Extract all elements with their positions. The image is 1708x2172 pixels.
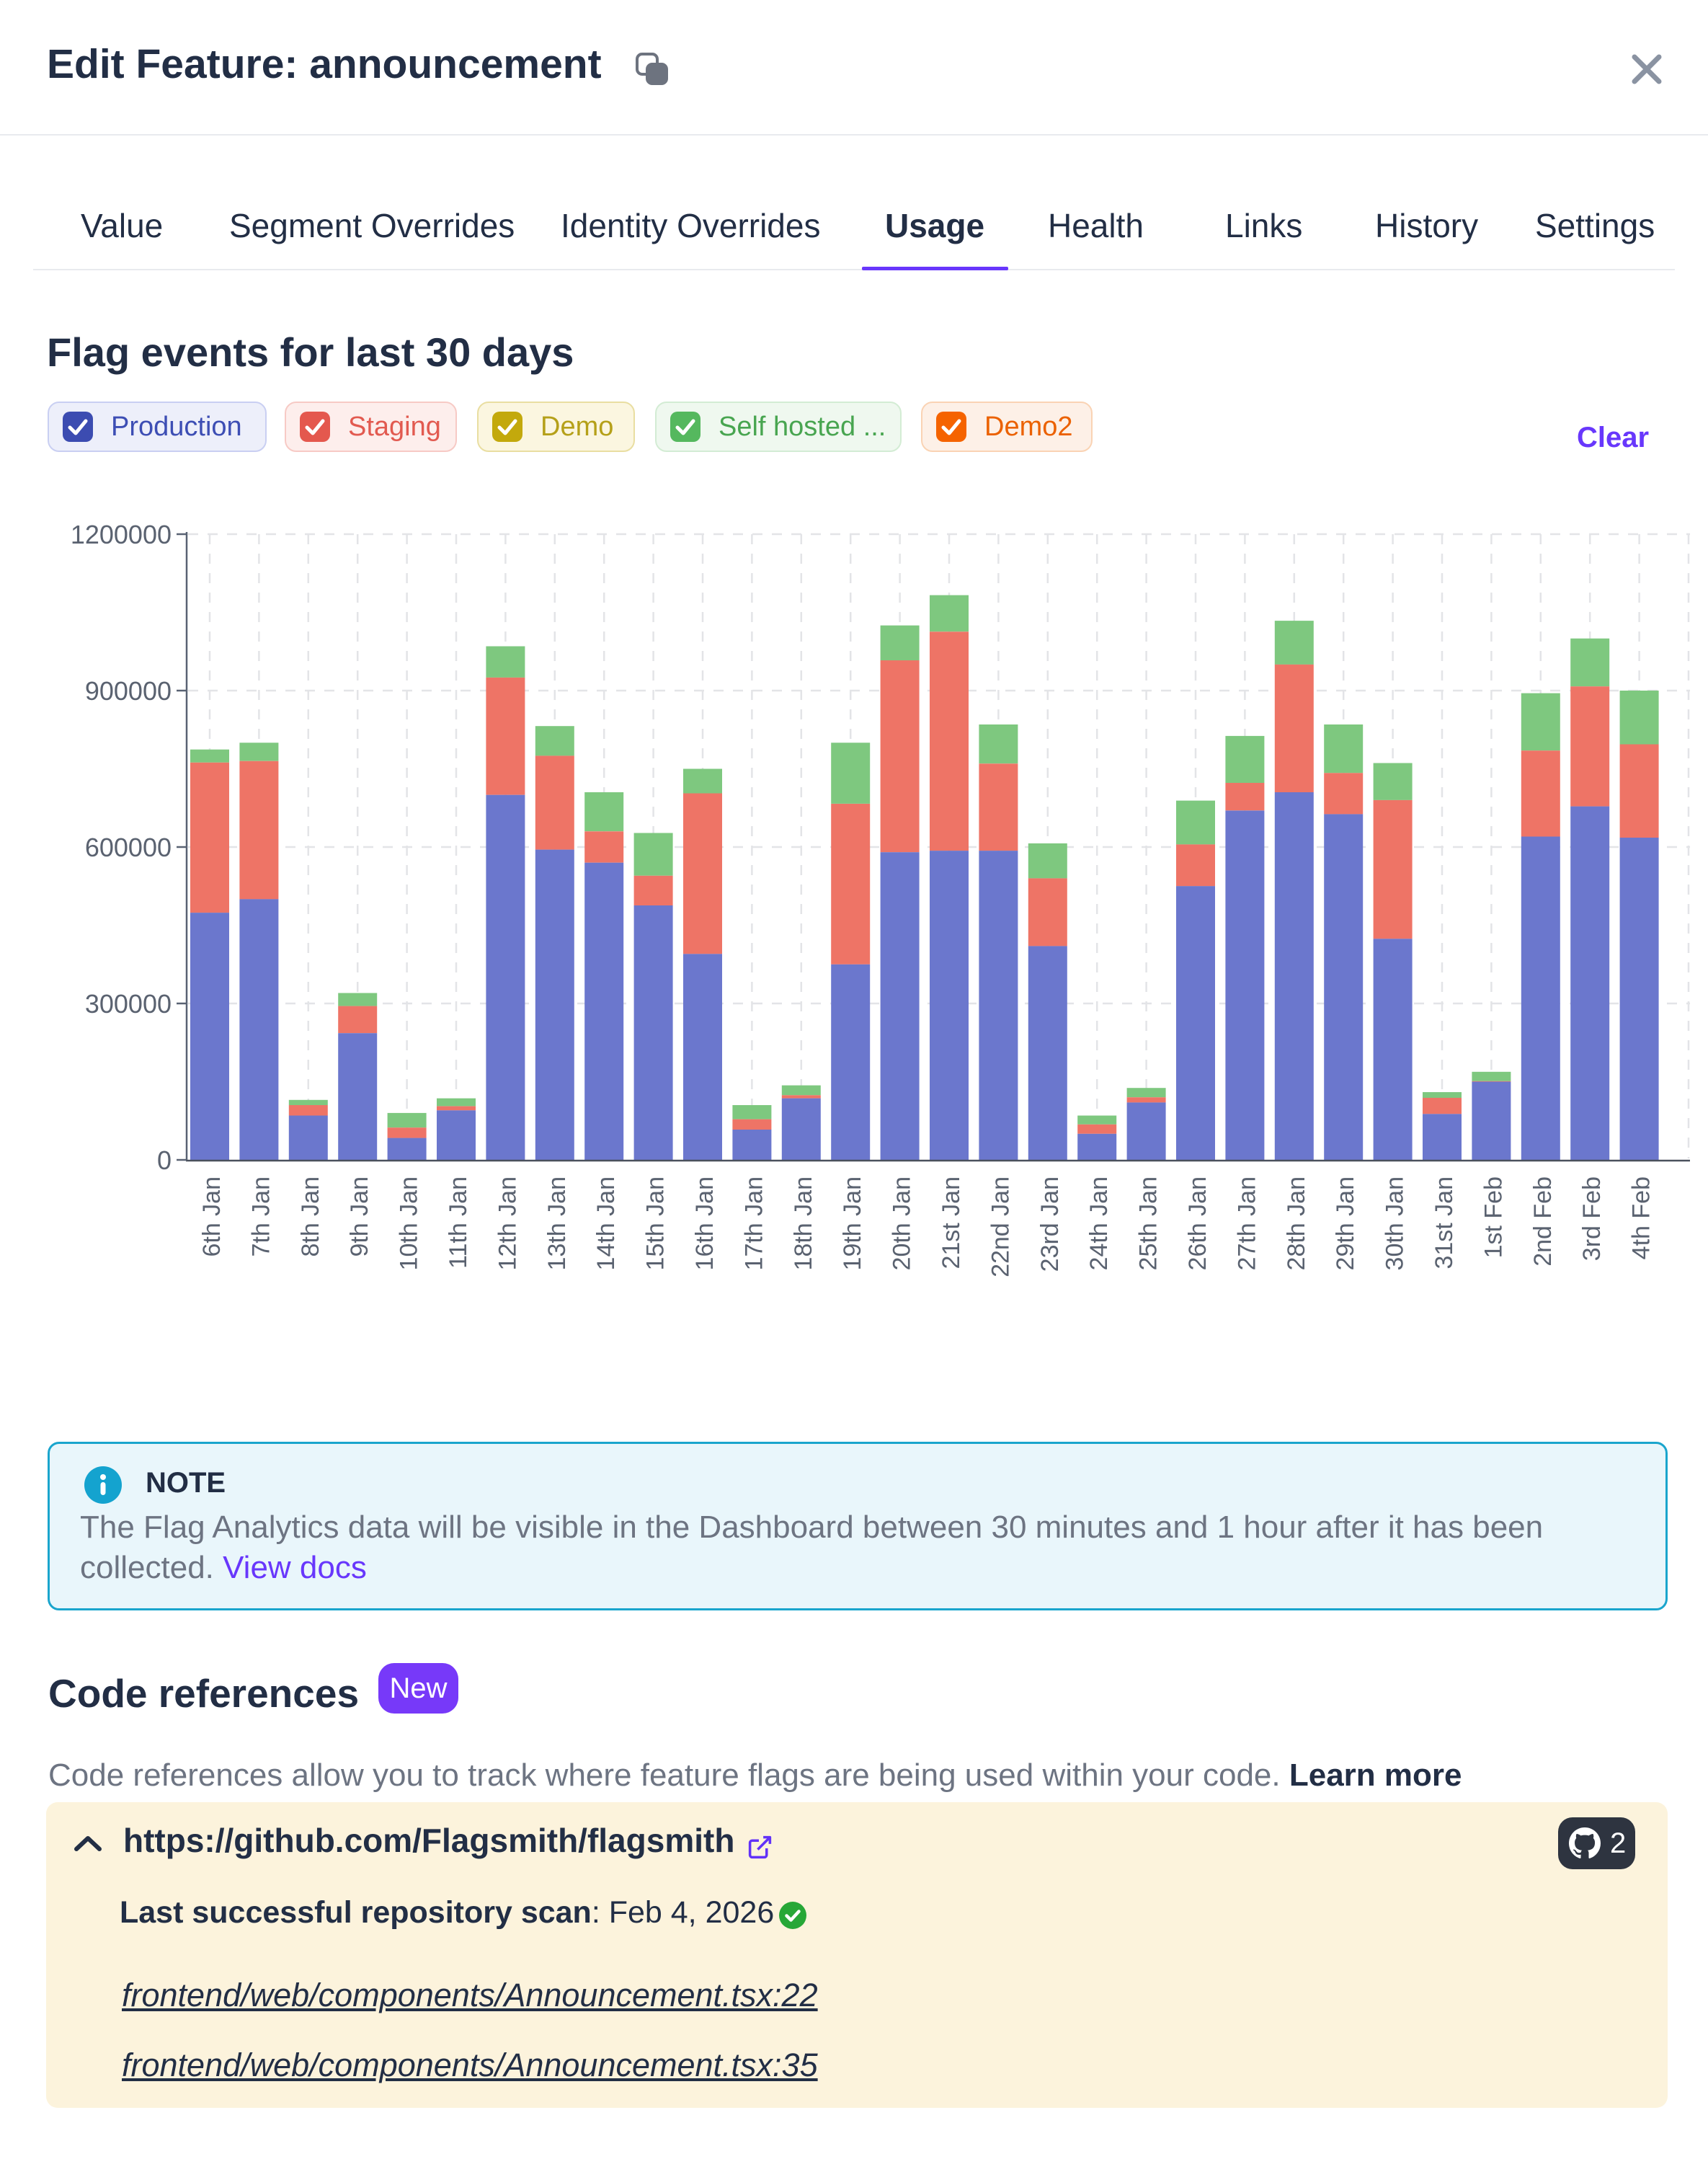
svg-text:6th Jan: 6th Jan [198,1176,226,1257]
svg-text:18th Jan: 18th Jan [790,1176,817,1270]
svg-text:900000: 900000 [85,676,172,706]
svg-text:16th Jan: 16th Jan [691,1176,719,1270]
svg-text:25th Jan: 25th Jan [1135,1176,1162,1270]
svg-text:13th Jan: 13th Jan [543,1176,571,1270]
svg-text:29th Jan: 29th Jan [1332,1176,1359,1270]
svg-text:600000: 600000 [85,833,172,862]
svg-text:19th Jan: 19th Jan [839,1176,866,1270]
svg-text:8th Jan: 8th Jan [297,1176,324,1257]
svg-text:2nd Feb: 2nd Feb [1529,1176,1557,1267]
svg-text:300000: 300000 [85,989,172,1019]
svg-text:12th Jan: 12th Jan [494,1176,521,1270]
svg-text:7th Jan: 7th Jan [247,1176,275,1257]
svg-text:31st Jan: 31st Jan [1431,1176,1458,1269]
svg-text:23rd Jan: 23rd Jan [1036,1176,1064,1272]
svg-text:28th Jan: 28th Jan [1283,1176,1310,1270]
svg-text:27th Jan: 27th Jan [1233,1176,1260,1270]
svg-text:10th Jan: 10th Jan [396,1176,423,1270]
svg-text:15th Jan: 15th Jan [642,1176,670,1270]
svg-text:1200000: 1200000 [71,520,172,549]
svg-text:11th Jan: 11th Jan [445,1176,472,1269]
svg-text:24th Jan: 24th Jan [1085,1176,1113,1270]
svg-text:26th Jan: 26th Jan [1184,1176,1211,1270]
svg-text:30th Jan: 30th Jan [1382,1176,1409,1270]
svg-text:22nd Jan: 22nd Jan [987,1176,1014,1277]
svg-text:20th Jan: 20th Jan [889,1176,916,1270]
svg-text:17th Jan: 17th Jan [740,1176,768,1270]
svg-text:1st Feb: 1st Feb [1480,1176,1507,1258]
svg-text:14th Jan: 14th Jan [592,1176,620,1270]
svg-text:4th Feb: 4th Feb [1628,1176,1655,1259]
svg-text:21st Jan: 21st Jan [938,1176,965,1269]
svg-text:3rd Feb: 3rd Feb [1578,1176,1606,1261]
svg-text:9th Jan: 9th Jan [346,1176,373,1257]
svg-text:0: 0 [157,1145,172,1175]
